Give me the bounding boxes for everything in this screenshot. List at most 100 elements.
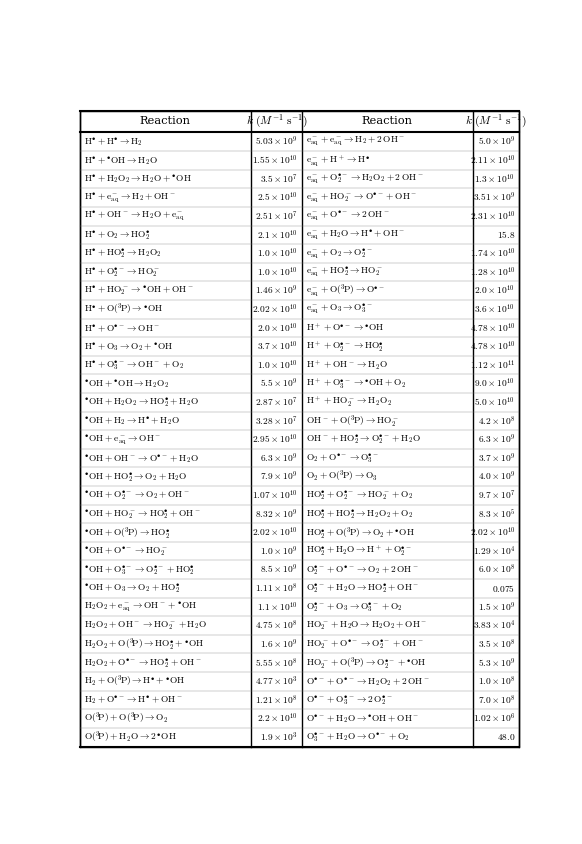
Text: $5.0 \times 10^9$: $5.0 \times 10^9$ (478, 135, 515, 149)
Text: $\mathrm{e^-_{aq} + HO_2^- \rightarrow O^{\bullet -} + OH^-}$: $\mathrm{e^-_{aq} + HO_2^- \rightarrow O… (306, 191, 417, 205)
Text: $1.12 \times 10^{11}$: $1.12 \times 10^{11}$ (470, 359, 515, 371)
Text: $5.0 \times 10^{10}$: $5.0 \times 10^{10}$ (474, 396, 515, 409)
Text: $3.7 \times 10^9$: $3.7 \times 10^9$ (478, 452, 515, 465)
Text: $5.03 \times 10^9$: $5.03 \times 10^9$ (255, 135, 298, 149)
Text: $4.78 \times 10^{10}$: $4.78 \times 10^{10}$ (470, 340, 515, 353)
Text: $\mathrm{H^{\bullet} + O^{\bullet -} \rightarrow OH^-}$: $\mathrm{H^{\bullet} + O^{\bullet -} \ri… (84, 322, 161, 333)
Text: $\mathrm{e^-_{aq} + O_2 \rightarrow O_2^{\bullet -}}$: $\mathrm{e^-_{aq} + O_2 \rightarrow O_2^… (306, 246, 372, 261)
Text: $\mathrm{HO_2^{\bullet} + O(^3\!P) \rightarrow O_2 + {}^{\bullet}OH}$: $\mathrm{HO_2^{\bullet} + O(^3\!P) \righ… (306, 525, 415, 540)
Text: $\mathrm{H_2 + O^{\bullet -} \rightarrow H^{\bullet} + OH^-}$: $\mathrm{H_2 + O^{\bullet -} \rightarrow… (84, 694, 183, 706)
Text: $\mathrm{H_2O_2 + O^{\bullet -} \rightarrow HO_2^{\bullet} + OH^-}$: $\mathrm{H_2O_2 + O^{\bullet -} \rightar… (84, 656, 201, 669)
Text: $\mathrm{H_2O_2 + O(^3\!P) \rightarrow HO_2^{\bullet} + {}^{\bullet}OH}$: $\mathrm{H_2O_2 + O(^3\!P) \rightarrow H… (84, 636, 204, 652)
Text: $\mathrm{{}^{\bullet}OH + HO_2^- \rightarrow HO_2^{\bullet} + OH^-}$: $\mathrm{{}^{\bullet}OH + HO_2^- \righta… (84, 507, 201, 521)
Text: $\mathrm{H^{\bullet} + H_2O_2 \rightarrow H_2O + {}^{\bullet}OH}$: $\mathrm{H^{\bullet} + H_2O_2 \rightarro… (84, 172, 191, 186)
Text: $1.07 \times 10^{10}$: $1.07 \times 10^{10}$ (252, 489, 298, 502)
Text: $\mathrm{e^-_{aq} + O(^3\!P) \rightarrow O^{\bullet -}}$: $\mathrm{e^-_{aq} + O(^3\!P) \rightarrow… (306, 283, 385, 299)
Text: $1.9 \times 10^3$: $1.9 \times 10^3$ (260, 731, 298, 744)
Text: $\mathrm{O(^3\!P) + H_2O \rightarrow 2\,{}^{\bullet}OH}$: $\mathrm{O(^3\!P) + H_2O \rightarrow 2\,… (84, 729, 177, 745)
Text: $\mathrm{H^{\bullet} + O(^3\!P) \rightarrow {}^{\bullet}OH}$: $\mathrm{H^{\bullet} + O(^3\!P) \rightar… (84, 301, 164, 317)
Text: $2.0 \times 10^{10}$: $2.0 \times 10^{10}$ (474, 284, 515, 297)
Text: $2.02 \times 10^{10}$: $2.02 \times 10^{10}$ (252, 302, 298, 316)
Text: $1.55 \times 10^{10}$: $1.55 \times 10^{10}$ (252, 154, 298, 167)
Text: $1.74 \times 10^{10}$: $1.74 \times 10^{10}$ (470, 246, 515, 260)
Text: $\mathrm{O_2^{\bullet -} + O^{\bullet -} \rightarrow O_2 + 2\,OH^-}$: $\mathrm{O_2^{\bullet -} + O^{\bullet -}… (306, 563, 418, 576)
Text: $4.77 \times 10^3$: $4.77 \times 10^3$ (255, 674, 298, 688)
Text: $\mathrm{O_2^{\bullet -} + H_2O \rightarrow HO_2^{\bullet} + OH^-}$: $\mathrm{O_2^{\bullet -} + H_2O \rightar… (306, 582, 419, 595)
Text: $\mathrm{O_2 + O(^3\!P) \rightarrow O_3}$: $\mathrm{O_2 + O(^3\!P) \rightarrow O_3}… (306, 469, 378, 484)
Text: $\mathrm{O_2^{\bullet -} + O_3 \rightarrow O_3^{\bullet -} + O_2}$: $\mathrm{O_2^{\bullet -} + O_3 \rightarr… (306, 600, 403, 614)
Text: $3.28 \times 10^7$: $3.28 \times 10^7$ (255, 414, 298, 428)
Text: $\mathrm{H^{\bullet} + O_2^{\bullet -} \rightarrow HO_2^-}$: $\mathrm{H^{\bullet} + O_2^{\bullet -} \… (84, 265, 161, 279)
Text: $1.0 \times 10^{10}$: $1.0 \times 10^{10}$ (257, 246, 298, 260)
Text: $\mathrm{OH^- + O(^3\!P) \rightarrow HO_2^-}$: $\mathrm{OH^- + O(^3\!P) \rightarrow HO_… (306, 413, 399, 429)
Text: $2.02 \times 10^{10}$: $2.02 \times 10^{10}$ (252, 526, 298, 539)
Text: $4.0 \times 10^9$: $4.0 \times 10^9$ (478, 470, 515, 484)
Text: $1.5 \times 10^9$: $1.5 \times 10^9$ (478, 600, 515, 614)
Text: $\mathrm{H^{\bullet} + O_3^{\bullet -} \rightarrow OH^- + O_2}$: $\mathrm{H^{\bullet} + O_3^{\bullet -} \… (84, 358, 184, 372)
Text: $1.11 \times 10^8$: $1.11 \times 10^8$ (255, 582, 298, 595)
Text: $\mathrm{H^{\bullet} + HO_2^{\bullet} \rightarrow H_2O_2}$: $\mathrm{H^{\bullet} + HO_2^{\bullet} \r… (84, 246, 162, 260)
Text: $48.0$: $48.0$ (497, 733, 515, 742)
Text: $6.0 \times 10^8$: $6.0 \times 10^8$ (478, 563, 515, 576)
Text: $\mathrm{HO_2^{\bullet} + H_2O \rightarrow H^+ + O_2^{\bullet -}}$: $\mathrm{HO_2^{\bullet} + H_2O \rightarr… (306, 544, 412, 559)
Text: $\mathrm{HO_2^- + O^{\bullet -} \rightarrow O_2^{\bullet -} + OH^-}$: $\mathrm{HO_2^- + O^{\bullet -} \rightar… (306, 637, 424, 651)
Text: $\mathrm{{}^{\bullet}OH + H_2O_2 \rightarrow HO_2^{\bullet} + H_2O}$: $\mathrm{{}^{\bullet}OH + H_2O_2 \righta… (84, 396, 199, 409)
Text: $\mathrm{{}^{\bullet}OH + H_2 \rightarrow H^{\bullet} + H_2O}$: $\mathrm{{}^{\bullet}OH + H_2 \rightarro… (84, 414, 180, 427)
Text: $\mathrm{e^-_{aq} + H_2O \rightarrow H^{\bullet} + OH^-}$: $\mathrm{e^-_{aq} + H_2O \rightarrow H^{… (306, 228, 406, 242)
Text: $\mathrm{e^-_{aq} + O_2^{\bullet -} \rightarrow H_2O_2 + 2\,OH^-}$: $\mathrm{e^-_{aq} + O_2^{\bullet -} \rig… (306, 172, 424, 187)
Text: $1.02 \times 10^6$: $1.02 \times 10^6$ (473, 712, 515, 725)
Text: $4.75 \times 10^8$: $4.75 \times 10^8$ (255, 619, 298, 632)
Text: $\mathrm{e^-_{aq} + O_3 \rightarrow O_3^{\bullet -}}$: $\mathrm{e^-_{aq} + O_3 \rightarrow O_3^… (306, 302, 372, 316)
Text: $\mathrm{H^+ + HO_2^- \rightarrow H_2O_2}$: $\mathrm{H^+ + HO_2^- \rightarrow H_2O_2… (306, 395, 392, 409)
Text: $\mathrm{HO_2^- + H_2O \rightarrow H_2O_2 + OH^-}$: $\mathrm{HO_2^- + H_2O \rightarrow H_2O_… (306, 619, 427, 632)
Text: $\mathrm{e^-_{aq} + HO_2^{\bullet} \rightarrow HO_2^-}$: $\mathrm{e^-_{aq} + HO_2^{\bullet} \righ… (306, 265, 384, 279)
Text: $\mathrm{{}^{\bullet}OH + {}^{\bullet}OH \rightarrow H_2O_2}$: $\mathrm{{}^{\bullet}OH + {}^{\bullet}OH… (84, 377, 169, 390)
Text: $\mathrm{{}^{\bullet}OH + HO_2^{\bullet} \rightarrow O_2 + H_2O}$: $\mathrm{{}^{\bullet}OH + HO_2^{\bullet}… (84, 470, 187, 484)
Text: $\mathrm{{}^{\bullet}OH + O_3^{\bullet -} \rightarrow O_2^{\bullet -} + HO_2^{\b: $\mathrm{{}^{\bullet}OH + O_3^{\bullet -… (84, 563, 195, 576)
Text: $\mathrm{O^{\bullet -} + O^{\bullet -} \rightarrow H_2O_2 + 2\,OH^-}$: $\mathrm{O^{\bullet -} + O^{\bullet -} \… (306, 675, 430, 688)
Text: Reaction: Reaction (362, 116, 413, 127)
Text: $\mathrm{H^+ + O_3^{\bullet -} \rightarrow {}^{\bullet}OH + O_2}$: $\mathrm{H^+ + O_3^{\bullet -} \rightarr… (306, 376, 406, 391)
Text: $3.5 \times 10^7$: $3.5 \times 10^7$ (260, 172, 298, 186)
Text: $3.7 \times 10^{10}$: $3.7 \times 10^{10}$ (257, 340, 298, 353)
Text: $2.31 \times 10^{10}$: $2.31 \times 10^{10}$ (470, 209, 515, 223)
Text: $\mathrm{O(^3\!P) + O(^3\!P) \rightarrow O_2}$: $\mathrm{O(^3\!P) + O(^3\!P) \rightarrow… (84, 711, 168, 727)
Text: $\mathrm{H^{\bullet} + HO_2^- \rightarrow {}^{\bullet}OH + OH^-}$: $\mathrm{H^{\bullet} + HO_2^- \rightarro… (84, 284, 194, 297)
Text: $\mathrm{{}^{\bullet}OH + e^-_{aq} \rightarrow OH^-}$: $\mathrm{{}^{\bullet}OH + e^-_{aq} \righ… (84, 432, 161, 446)
Text: $1.0 \times 10^{10}$: $1.0 \times 10^{10}$ (257, 265, 298, 279)
Text: $\mathrm{H^{\bullet} + OH^- \rightarrow H_2O + e^-_{aq}}$: $\mathrm{H^{\bullet} + OH^- \rightarrow … (84, 209, 184, 224)
Text: $\mathrm{HO_2^- + O(^3\!P) \rightarrow O_2^{\bullet -} + {}^{\bullet}OH}$: $\mathrm{HO_2^- + O(^3\!P) \rightarrow O… (306, 655, 427, 671)
Text: $\mathrm{e^-_{aq} + e^-_{aq} \rightarrow H_2 + 2\,OH^-}$: $\mathrm{e^-_{aq} + e^-_{aq} \rightarrow… (306, 135, 406, 149)
Text: $1.21 \times 10^8$: $1.21 \times 10^8$ (255, 693, 298, 706)
Text: $\mathrm{H^+ + OH^- \rightarrow H_2O}$: $\mathrm{H^+ + OH^- \rightarrow H_2O}$ (306, 359, 388, 372)
Text: $2.02 \times 10^{10}$: $2.02 \times 10^{10}$ (470, 526, 515, 539)
Text: $\mathrm{e^-_{aq} + O^{\bullet -} \rightarrow 2\,OH^-}$: $\mathrm{e^-_{aq} + O^{\bullet -} \right… (306, 209, 390, 224)
Text: $8.32 \times 10^9$: $8.32 \times 10^9$ (255, 507, 298, 521)
Text: $\mathrm{e^-_{aq} + H^+ \rightarrow H^{\bullet}}$: $\mathrm{e^-_{aq} + H^+ \rightarrow H^{\… (306, 153, 370, 168)
Text: $1.3 \times 10^{10}$: $1.3 \times 10^{10}$ (474, 172, 515, 186)
Text: $2.1 \times 10^{10}$: $2.1 \times 10^{10}$ (257, 228, 298, 241)
Text: $7.0 \times 10^8$: $7.0 \times 10^8$ (478, 693, 515, 706)
Text: $6.3 \times 10^9$: $6.3 \times 10^9$ (260, 452, 298, 465)
Text: $3.51 \times 10^9$: $3.51 \times 10^9$ (473, 191, 515, 204)
Text: $2.51 \times 10^7$: $2.51 \times 10^7$ (255, 209, 298, 223)
Text: $2.2 \times 10^{10}$: $2.2 \times 10^{10}$ (257, 712, 298, 725)
Text: $\mathrm{H^{\bullet} + O_2 \rightarrow HO_2^{\bullet}}$: $\mathrm{H^{\bullet} + O_2 \rightarrow H… (84, 228, 150, 241)
Text: $9.0 \times 10^{10}$: $9.0 \times 10^{10}$ (474, 377, 515, 391)
Text: $\mathrm{O_2 + O^{\bullet -} \rightarrow O_3^{\bullet -}}$: $\mathrm{O_2 + O^{\bullet -} \rightarrow… (306, 452, 379, 465)
Text: $1.0 \times 10^9$: $1.0 \times 10^9$ (260, 544, 298, 558)
Text: $3.83 \times 10^4$: $3.83 \times 10^4$ (473, 619, 515, 632)
Text: $\mathrm{HO_2^{\bullet} + O_2^{\bullet -} \rightarrow HO_2^- + O_2}$: $\mathrm{HO_2^{\bullet} + O_2^{\bullet -… (306, 489, 413, 502)
Text: $2.0 \times 10^{10}$: $2.0 \times 10^{10}$ (257, 322, 298, 334)
Text: $2.11 \times 10^{10}$: $2.11 \times 10^{10}$ (470, 154, 515, 167)
Text: $\mathrm{H_2 + O(^3\!P) \rightarrow H^{\bullet} + {}^{\bullet}OH}$: $\mathrm{H_2 + O(^3\!P) \rightarrow H^{\… (84, 674, 185, 690)
Text: $2.95 \times 10^{10}$: $2.95 \times 10^{10}$ (252, 433, 298, 446)
Text: $\mathrm{{}^{\bullet}OH + O_2^{\bullet -} \rightarrow O_2 + OH^-}$: $\mathrm{{}^{\bullet}OH + O_2^{\bullet -… (84, 489, 190, 502)
Text: $\mathrm{H^{\bullet} + {}^{\bullet}OH \rightarrow H_2O}$: $\mathrm{H^{\bullet} + {}^{\bullet}OH \r… (84, 154, 158, 167)
Text: $\mathrm{H_2O_2 + e^-_{aq} \rightarrow OH^- + {}^{\bullet}OH}$: $\mathrm{H_2O_2 + e^-_{aq} \rightarrow O… (84, 600, 197, 614)
Text: $\mathrm{H^+ + O^{\bullet -} \rightarrow {}^{\bullet}OH}$: $\mathrm{H^+ + O^{\bullet -} \rightarrow… (306, 322, 385, 334)
Text: $\mathrm{{}^{\bullet}OH + O^{\bullet -} \rightarrow HO_2^-}$: $\mathrm{{}^{\bullet}OH + O^{\bullet -} … (84, 544, 168, 558)
Text: $\mathrm{H^{\bullet} + H^{\bullet} \rightarrow H_2}$: $\mathrm{H^{\bullet} + H^{\bullet} \righ… (84, 135, 143, 149)
Text: $\mathrm{{}^{\bullet}OH + O_3 \rightarrow O_2 + HO_2^{\bullet}}$: $\mathrm{{}^{\bullet}OH + O_3 \rightarro… (84, 582, 180, 595)
Text: $1.1 \times 10^{10}$: $1.1 \times 10^{10}$ (257, 600, 298, 614)
